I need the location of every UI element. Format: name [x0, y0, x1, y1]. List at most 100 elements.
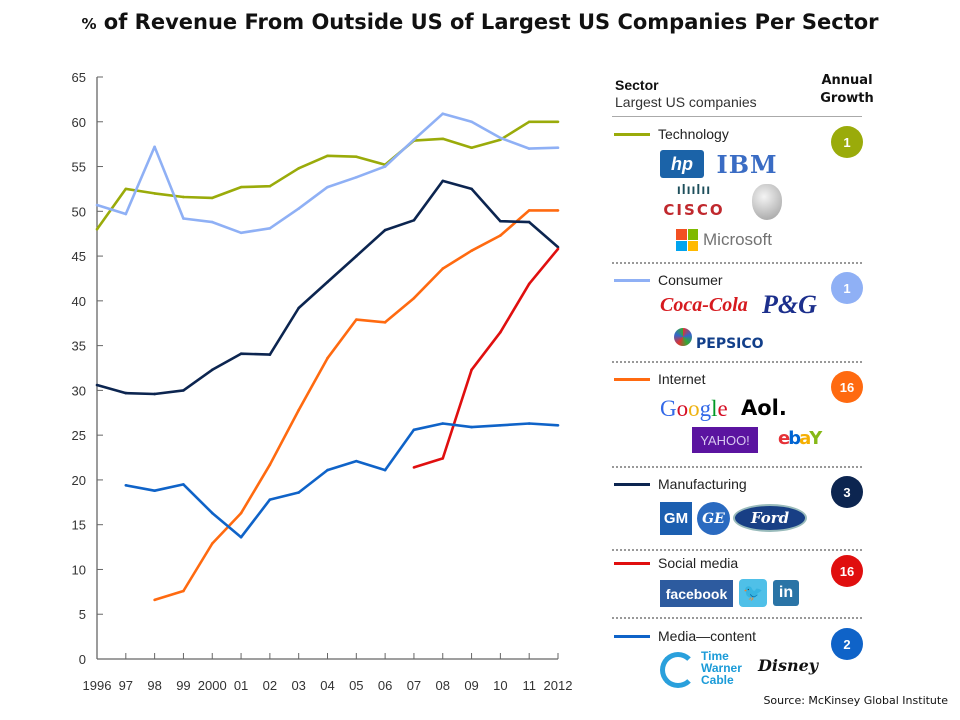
data-point — [297, 207, 300, 210]
twitter-logo: 🐦 — [739, 579, 767, 607]
data-point — [556, 247, 560, 251]
y-tick-label: 20 — [72, 473, 86, 488]
data-point — [499, 136, 502, 140]
legend-label: Technology — [658, 126, 729, 142]
data-point — [556, 245, 560, 249]
legend-divider — [612, 466, 862, 468]
pg-logo: P&G — [762, 290, 817, 319]
source-note: Source: McKinsey Global Institute — [763, 694, 948, 707]
data-point — [383, 321, 387, 324]
x-tick-label: 03 — [291, 678, 305, 693]
x-tick-label: 98 — [147, 678, 161, 693]
apple-logo — [752, 184, 782, 220]
legend-label: Media—content — [658, 628, 757, 644]
legend-divider — [612, 617, 862, 619]
legend-swatch — [614, 562, 650, 565]
legend-swatch — [614, 378, 650, 381]
data-point — [210, 196, 214, 200]
data-point — [268, 353, 272, 356]
y-tick-label: 15 — [72, 518, 86, 533]
data-point — [153, 392, 156, 396]
ford-logo: Ford — [733, 504, 807, 532]
x-tick-label: 10 — [493, 678, 507, 693]
x-tick-label: 1996 — [83, 678, 112, 693]
y-tick-label: 25 — [72, 428, 86, 443]
data-point — [556, 424, 560, 427]
x-tick-label: 01 — [234, 678, 248, 693]
series-line-media-content — [125, 422, 559, 539]
data-point — [470, 146, 473, 150]
data-point — [499, 234, 502, 237]
data-point — [470, 249, 473, 253]
data-point — [182, 483, 185, 486]
data-point — [355, 318, 358, 321]
series-line-social-media — [413, 248, 560, 469]
data-point — [210, 511, 214, 515]
disney-logo: Disney — [758, 656, 819, 675]
data-point — [383, 468, 387, 472]
data-point — [470, 368, 473, 372]
data-point — [441, 422, 445, 425]
cisco-logo: CISCO — [663, 201, 725, 219]
yahoo-logo: YAHOO! — [692, 427, 758, 453]
aol-logo: Aol. — [741, 396, 787, 420]
legend-divider — [612, 262, 862, 264]
data-point — [527, 147, 531, 150]
data-point — [527, 120, 531, 124]
data-point — [556, 120, 560, 124]
data-point — [268, 227, 272, 230]
data-point — [268, 498, 272, 501]
data-point — [153, 598, 156, 602]
data-point — [239, 352, 243, 355]
data-point — [124, 212, 128, 216]
legend-divider — [612, 549, 862, 551]
y-tick-label: 10 — [72, 562, 86, 577]
data-point — [182, 389, 185, 392]
y-tick-label: 50 — [72, 204, 86, 219]
y-tick-label: 30 — [72, 383, 86, 398]
data-point — [326, 185, 329, 189]
legend-swatch — [614, 635, 650, 638]
data-point — [95, 383, 99, 387]
series-line-internet — [154, 209, 558, 602]
linkedin-logo: in — [773, 580, 799, 606]
legend-label: Manufacturing — [658, 476, 747, 492]
legend-divider — [612, 116, 862, 117]
data-point — [297, 167, 300, 170]
chart-title: % of Revenue From Outside US of Largest … — [0, 10, 960, 34]
data-point — [412, 428, 416, 432]
data-point — [441, 112, 445, 116]
data-point — [268, 184, 272, 188]
data-point — [153, 192, 156, 195]
time-warner-cable-logo: Time Warner Cable — [701, 649, 742, 687]
data-point — [124, 483, 128, 487]
gm-logo: GM — [660, 502, 692, 535]
growth-badge: 1 — [831, 272, 863, 304]
y-tick-label: 45 — [72, 249, 86, 264]
legend-swatch — [614, 133, 650, 136]
data-point — [412, 466, 416, 469]
legend-label: Social media — [658, 555, 739, 571]
legend-label: Internet — [658, 371, 706, 387]
data-point — [441, 457, 445, 460]
x-tick-label: 07 — [407, 678, 421, 693]
data-point — [153, 145, 156, 149]
data-point — [210, 368, 214, 372]
data-point — [182, 195, 185, 199]
data-point — [239, 185, 243, 189]
series-line-manufacturing — [96, 179, 559, 396]
data-point — [470, 120, 473, 124]
data-point — [499, 424, 502, 427]
series-line-consumer — [96, 112, 559, 235]
google-logo: Google — [660, 396, 728, 421]
x-tick-label: 06 — [378, 678, 392, 693]
data-point — [383, 165, 387, 168]
data-point — [95, 203, 99, 207]
growth-badge: 1 — [831, 126, 863, 158]
y-tick-label: 40 — [72, 294, 86, 309]
data-point — [355, 175, 358, 179]
ebay-logo: ebaY — [778, 428, 822, 449]
data-point — [210, 220, 214, 224]
data-point — [239, 231, 243, 235]
